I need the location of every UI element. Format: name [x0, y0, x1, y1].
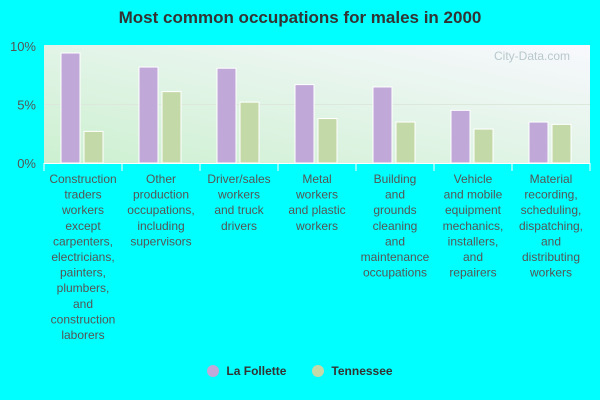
legend-label: La Follette — [226, 364, 287, 378]
legend-label: Tennessee — [331, 364, 393, 378]
bar-tennessee — [395, 121, 416, 164]
bar-la-follette — [528, 121, 549, 164]
legend-item: La Follette — [207, 364, 286, 378]
y-tick-label: 0% — [17, 156, 36, 171]
bar-la-follette — [372, 86, 393, 164]
x-category-label: Metal workers and plastic workers — [288, 172, 345, 233]
x-category-label: Material recording, scheduling, dispatching… — [519, 172, 583, 280]
bar-la-follette — [450, 109, 471, 164]
bar-tennessee — [317, 118, 338, 164]
chart-title: Most common occupations for males in 200… — [118, 8, 482, 27]
legend-swatch — [312, 365, 325, 377]
x-category-label: Construction traders workers except carpente… — [49, 172, 116, 342]
x-category-label: Other production occupations, including supe… — [127, 172, 194, 248]
x-category-label: Vehicle and mobile equipment mechanics, inst… — [443, 172, 504, 280]
legend-item: Tennessee — [312, 364, 393, 378]
bar-tennessee — [239, 101, 260, 164]
y-tick-label: 10% — [10, 39, 36, 54]
legend: La Follette Tennessee — [0, 364, 600, 378]
watermark: City-Data.com — [494, 49, 570, 63]
x-category-label: Building and grounds cleaning and maintenance… — [361, 172, 430, 280]
bar-tennessee — [83, 130, 104, 164]
bar-tennessee — [473, 128, 494, 164]
bar-la-follette — [60, 52, 81, 164]
bar-la-follette — [138, 66, 159, 164]
bar-la-follette — [294, 84, 315, 164]
bar-tennessee — [161, 91, 182, 164]
bar-tennessee — [551, 123, 572, 164]
legend-swatch — [207, 365, 220, 377]
bar-la-follette — [216, 67, 237, 164]
y-tick-label: 5% — [17, 98, 36, 113]
x-category-label: Driver/sales workers and truck drivers — [207, 172, 270, 233]
